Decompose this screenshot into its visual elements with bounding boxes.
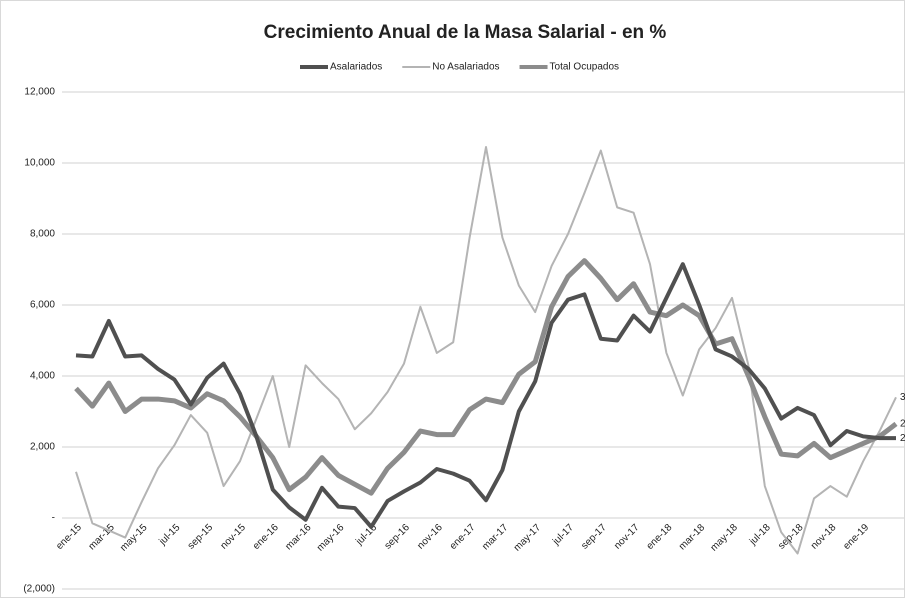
y-tick-label: 10,000 [24, 158, 55, 169]
chart-title: Crecimiento Anual de la Masa Salarial - … [264, 22, 667, 43]
y-tick-label: 4,000 [30, 371, 55, 382]
end-label: 2 [900, 419, 905, 430]
y-tick-label: - [52, 513, 55, 524]
y-tick-label: 2,000 [30, 442, 55, 453]
legend-label: Total Ocupados [550, 62, 620, 73]
series-line [74, 258, 898, 496]
y-tick-label: 8,000 [30, 229, 55, 240]
legend-label: No Asalariados [432, 62, 499, 73]
y-tick-label: 6,000 [30, 300, 55, 311]
end-label: 2 [900, 433, 905, 444]
legend-label: Asalariados [330, 62, 382, 73]
series-line [75, 262, 896, 529]
end-label: 3 [900, 392, 905, 403]
series-line [75, 146, 897, 555]
y-tick-label: 12,000 [24, 87, 55, 98]
y-tick-label: (2,000) [23, 584, 55, 595]
